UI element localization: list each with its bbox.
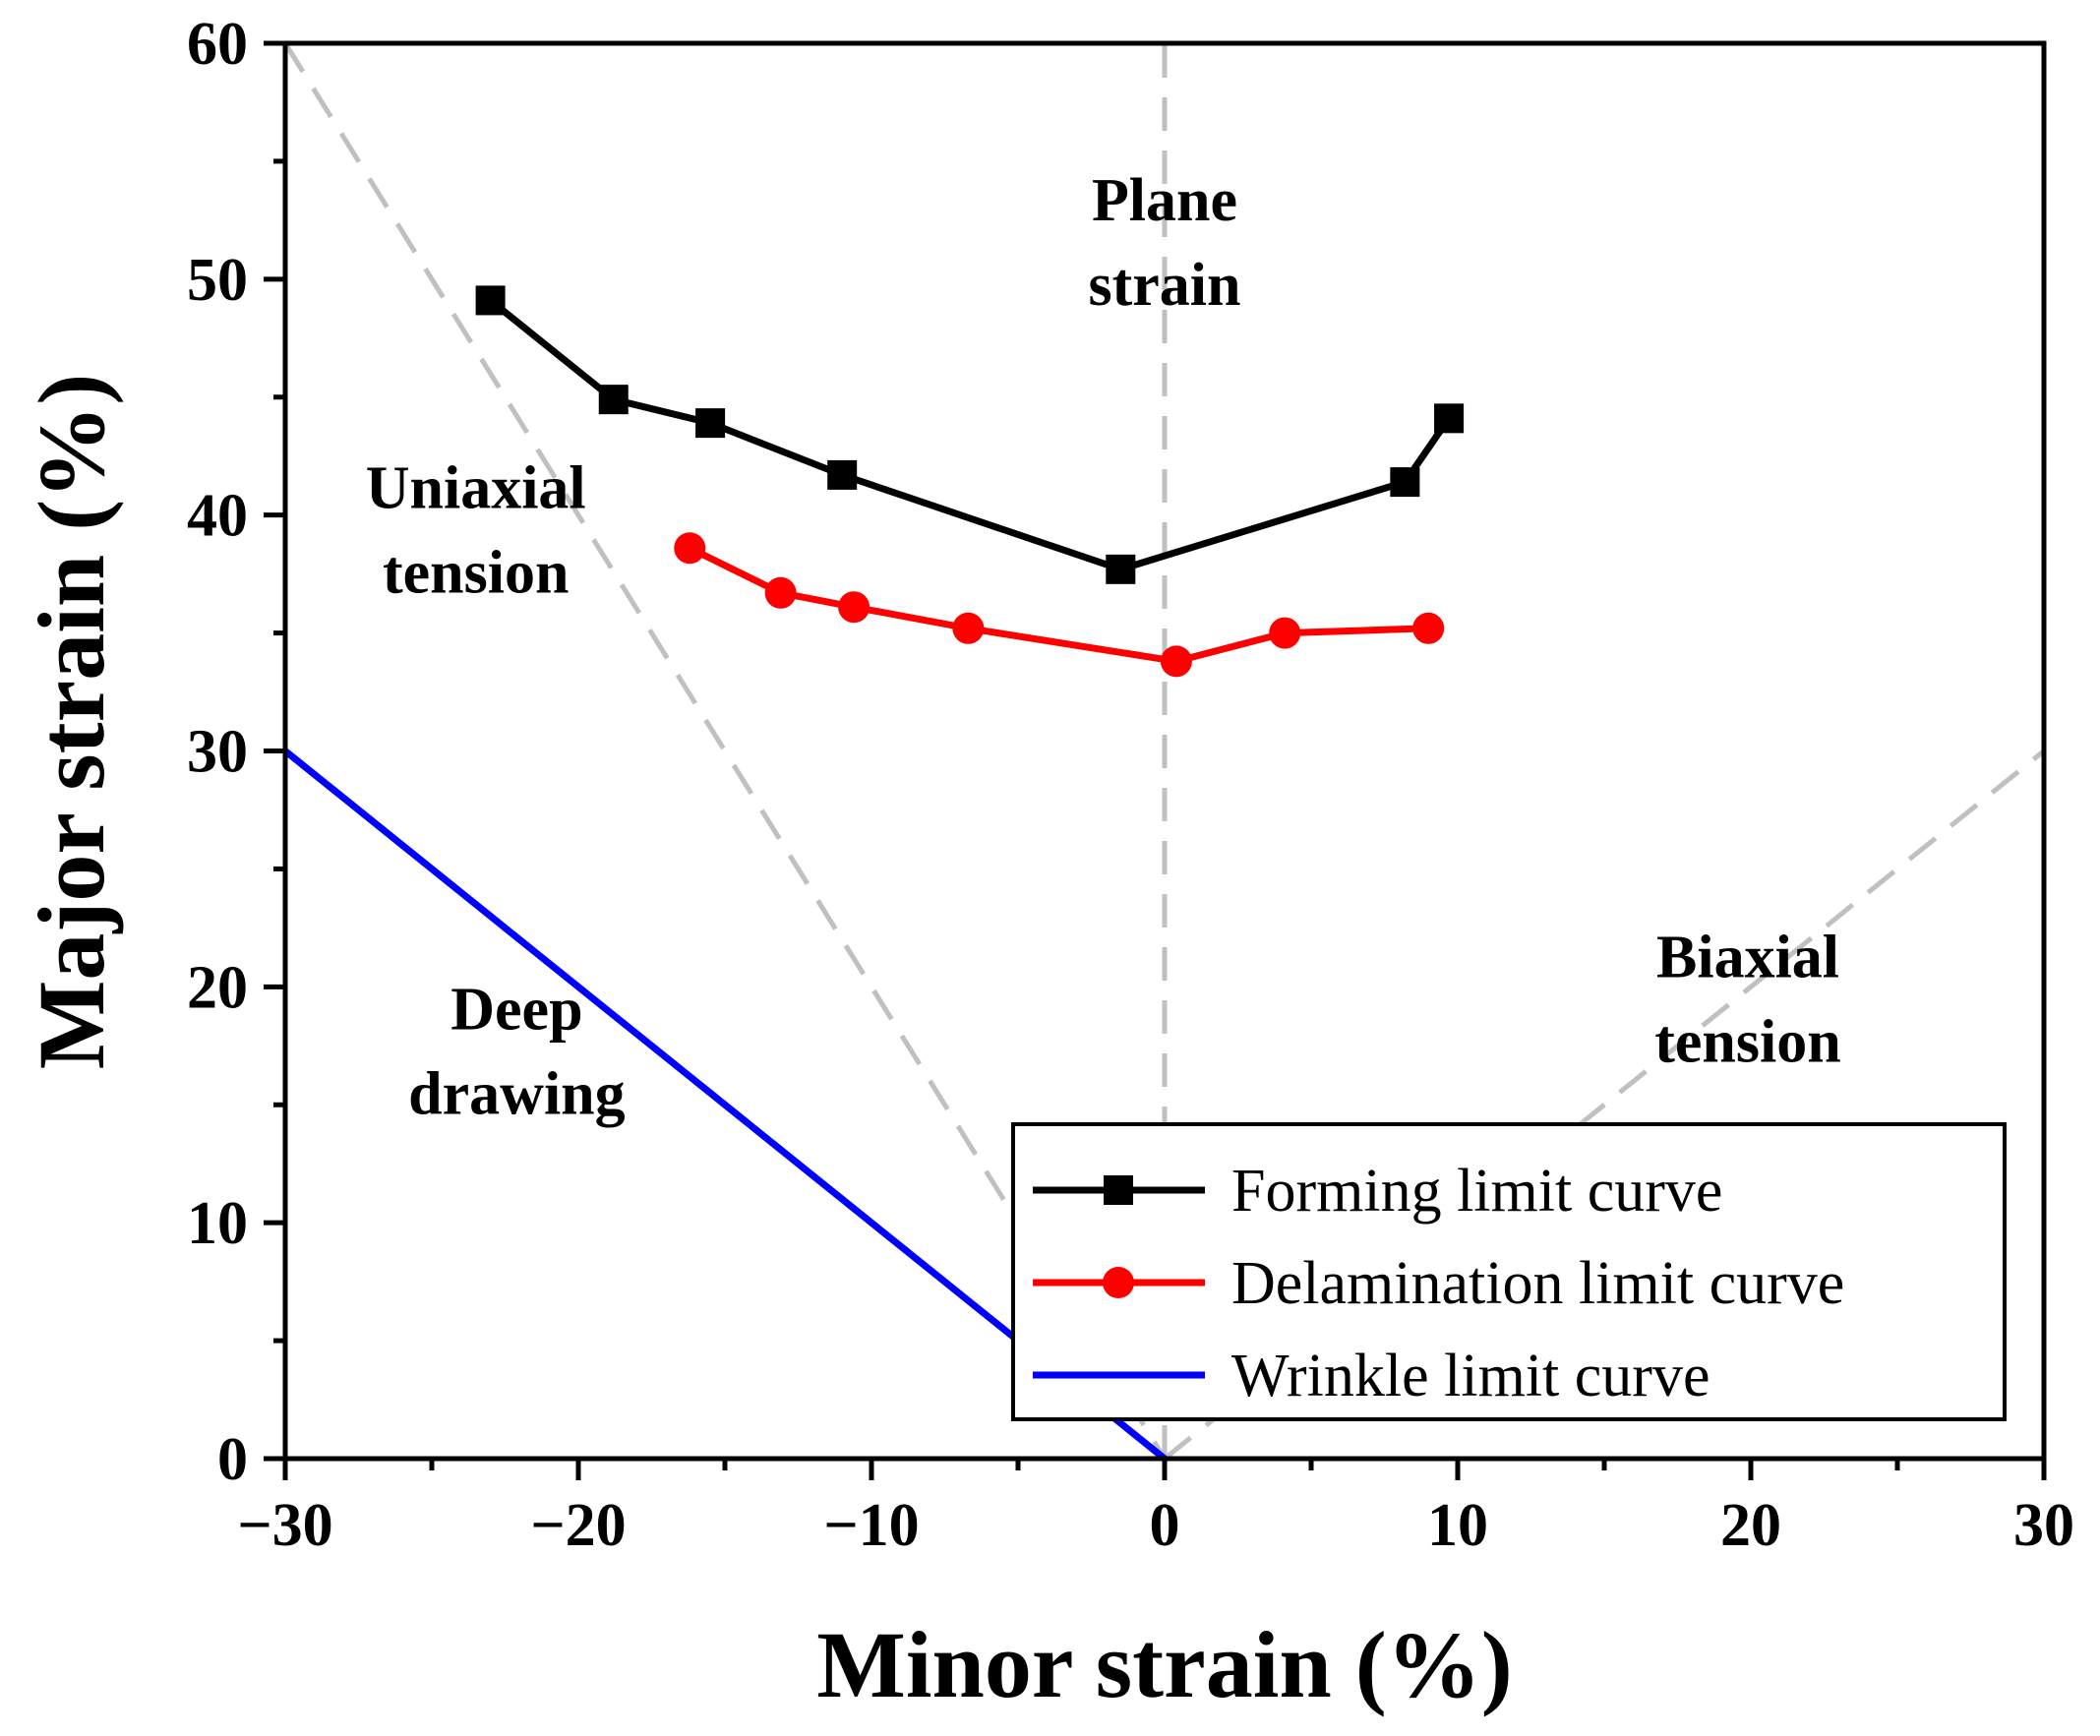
x-tick-label-1: −20 <box>530 1492 626 1559</box>
legend-box <box>1011 1122 2007 1421</box>
annotations-layer: Plane strain Uniaxial tension Biaxial tension… <box>366 167 1841 1128</box>
x-tick-label-2: −10 <box>823 1492 919 1559</box>
deep-drawing-label: Deep drawing <box>408 977 625 1128</box>
forming-limit-curve-point-3 <box>827 459 858 490</box>
x-tick-label-4: 10 <box>1427 1492 1488 1559</box>
legend-delamination-limit-curve-marker <box>1103 1267 1134 1298</box>
plane-strain-label: Plane strain <box>1089 167 1241 319</box>
x-tick-label-0: −30 <box>237 1492 332 1559</box>
ticks-layer: −30 −20 −10 0 10 20 30 0 10 20 30 40 50 60 <box>187 11 2074 1559</box>
forming-limit-curve-point-5 <box>1390 467 1420 498</box>
y-tick-label-0: 0 <box>217 1426 248 1493</box>
uniaxial-tension-label-line-0: Uniaxial <box>366 454 586 521</box>
delamination-limit-curve-point-3 <box>952 612 985 644</box>
y-tick-label-4: 40 <box>187 483 248 550</box>
forming-limit-curve-point-2 <box>695 408 726 439</box>
delamination-limit-curve-point-5 <box>1269 617 1301 649</box>
legend-delamination-limit-curve-label: Delamination limit curve <box>1231 1250 1844 1317</box>
deep-drawing-label-line-1: drawing <box>408 1061 625 1128</box>
x-axis-title: Minor strain (%) <box>816 1612 1512 1717</box>
y-tick-label-2: 20 <box>187 954 248 1021</box>
y-axis-title: Major strain (%) <box>19 374 124 1069</box>
y-tick-label-6: 60 <box>187 11 248 78</box>
x-tick-label-5: 20 <box>1720 1492 1781 1559</box>
y-tick-label-3: 30 <box>187 719 248 786</box>
forming-limit-curve-line <box>488 297 1452 573</box>
x-tick-label-6: 30 <box>2013 1492 2074 1559</box>
legend: Forming limit curve Delamination limit cu… <box>1011 1122 2007 1421</box>
delamination-limit-curve-point-2 <box>838 591 870 624</box>
delamination-limit-curve-point-0 <box>674 532 706 565</box>
biaxial-tension-label: Biaxial tension <box>1654 925 1840 1076</box>
legend-wrinkle-limit-curve-label: Wrinkle limit curve <box>1231 1343 1710 1409</box>
delamination-limit-curve-point-6 <box>1412 612 1445 644</box>
y-tick-label-5: 50 <box>187 247 248 314</box>
y-tick-label-1: 10 <box>187 1190 248 1257</box>
uniaxial-tension-label: Uniaxial tension <box>366 454 586 606</box>
legend-forming-limit-curve-label: Forming limit curve <box>1231 1158 1722 1225</box>
biaxial-tension-label-line-1: tension <box>1654 1009 1840 1076</box>
biaxial-tension-label-line-0: Biaxial <box>1656 925 1839 991</box>
legend-forming-limit-curve-marker <box>1104 1175 1133 1205</box>
plane-strain-label-line-0: Plane <box>1092 167 1237 234</box>
forming-limit-curve-point-1 <box>598 385 629 415</box>
forming-limit-curve-point-4 <box>1106 554 1136 584</box>
uniaxial-tension-label-line-1: tension <box>383 539 569 606</box>
forming-limit-curve-point-6 <box>1434 403 1465 434</box>
delamination-limit-curve-point-4 <box>1160 645 1192 678</box>
delamination-limit-curve-point-1 <box>764 576 797 609</box>
forming-limit-curve-point-0 <box>475 285 506 316</box>
delamination-limit-curve-line <box>688 545 1429 665</box>
x-tick-label-3: 0 <box>1150 1492 1180 1559</box>
deep-drawing-label-line-0: Deep <box>450 977 582 1044</box>
plane-strain-label-line-1: strain <box>1089 252 1241 319</box>
